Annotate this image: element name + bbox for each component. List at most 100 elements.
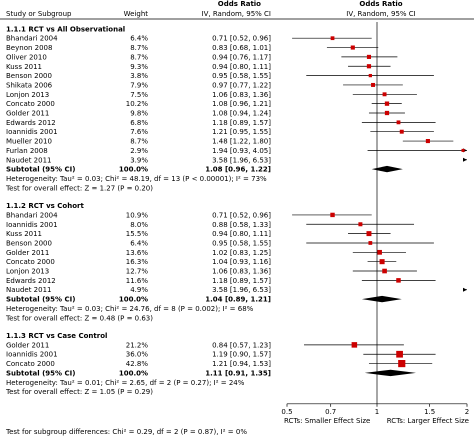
study-estimate: 0.95 [0.58, 1.55] [212, 239, 271, 247]
study-name: Golder 2011 [6, 341, 49, 349]
study-name: Bhandari 2004 [6, 211, 58, 219]
plot-column-title: Odds Ratio [359, 0, 402, 8]
study-estimate: 1.48 [1.22, 1.80] [212, 138, 271, 146]
study-name: Concato 2000 [6, 360, 55, 368]
study-estimate: 0.94 [0.80, 1.11] [212, 63, 271, 71]
estimate-column-title: Odds Ratio [218, 0, 261, 8]
study-name: Edwards 2012 [6, 119, 56, 127]
effect-marker [379, 259, 385, 265]
x-axis-tick-label: 0.5 [281, 408, 292, 416]
study-weight: 8.7% [130, 138, 148, 146]
study-weight: 11.6% [126, 277, 149, 285]
study-estimate: 0.95 [0.58, 1.55] [212, 72, 271, 80]
effect-marker [368, 241, 373, 245]
effect-marker [366, 54, 372, 59]
study-name: Edwards 2012 [6, 277, 56, 285]
study-weight: 36.0% [126, 351, 149, 359]
effect-marker [371, 82, 376, 87]
effect-marker [398, 359, 406, 368]
summary-diamond [371, 165, 403, 173]
study-estimate: 1.04 [0.93, 1.16] [212, 258, 271, 266]
subtotal-weight: 100.0% [119, 166, 148, 174]
study-estimate: 1.21 [0.94, 1.53] [212, 360, 271, 368]
x-axis-tick-label: 0.7 [325, 408, 336, 416]
study-estimate: 1.08 [0.94, 1.24] [212, 110, 271, 118]
subgroup-title: 1.1.3 RCT vs Case Control [6, 332, 107, 340]
effect-marker [366, 64, 372, 69]
study-name: Lonjon 2013 [6, 268, 49, 276]
study-estimate: 0.84 [0.57, 1.23] [212, 341, 271, 349]
study-name: Concato 2000 [6, 100, 55, 108]
ci-overflow-arrow [463, 287, 467, 292]
effect-marker [425, 138, 430, 144]
estimate-column-subtitle: IV, Random, 95% CI [202, 10, 271, 18]
study-weight: 10.9% [126, 211, 149, 219]
subgroup-differences-text: Test for subgroup differences: Chi² = 0.… [5, 428, 247, 436]
study-estimate: 1.19 [0.90, 1.57] [212, 351, 271, 359]
study-name: Mueller 2010 [6, 138, 52, 146]
study-weight: 8.7% [130, 53, 148, 61]
study-name: Lonjon 2013 [6, 91, 49, 99]
subtotal-estimate: 1.11 [0.91, 1.35] [205, 369, 271, 377]
plot-column-subtitle: IV, Random, 95% CI [346, 10, 415, 18]
study-weight: 13.6% [126, 249, 149, 257]
study-name: Kuss 2011 [6, 63, 42, 71]
study-weight: 6.4% [130, 35, 148, 43]
study-estimate: 1.18 [0.89, 1.57] [212, 277, 271, 285]
study-weight: 7.6% [130, 128, 148, 136]
study-weight: 42.8% [126, 360, 149, 368]
study-estimate: 3.58 [1.96, 6.53] [212, 156, 271, 164]
study-name: Naudet 2011 [6, 156, 52, 164]
x-axis-tick-label: 1.5 [424, 408, 435, 416]
heterogeneity-text: Heterogeneity: Tau² = 0.01; Chi² = 2.65,… [6, 379, 245, 387]
effect-marker [351, 342, 358, 348]
axis-left-label: RCTs: Smaller Effect Size [284, 417, 370, 425]
study-estimate: 0.71 [0.52, 0.96] [212, 211, 271, 219]
study-name: Golder 2011 [6, 249, 49, 257]
overall-effect-text: Test for overall effect: Z = 1.27 (P = 0… [5, 184, 153, 192]
study-weight: 9.8% [130, 110, 148, 118]
study-estimate: 0.97 [0.77, 1.22] [212, 81, 271, 89]
subtotal-estimate: 1.04 [0.89, 1.21] [205, 296, 271, 304]
study-weight: 15.5% [126, 230, 149, 238]
study-estimate: 0.94 [0.76, 1.17] [212, 53, 271, 61]
study-weight: 6.8% [130, 119, 148, 127]
study-estimate: 0.94 [0.80, 1.11] [212, 230, 271, 238]
study-name: Concato 2000 [6, 258, 55, 266]
study-estimate: 1.08 [0.96, 1.21] [212, 100, 271, 108]
x-axis-tick-label: 2 [465, 408, 469, 416]
study-name: Benson 2000 [6, 239, 52, 247]
effect-marker [384, 110, 390, 116]
study-column-header: Study or Subgroup [6, 10, 72, 18]
study-name: Beynon 2008 [6, 44, 52, 52]
study-weight: 12.7% [126, 268, 149, 276]
study-weight: 3.9% [130, 156, 148, 164]
heterogeneity-text: Heterogeneity: Tau² = 0.03; Chi² = 24.76… [6, 305, 254, 313]
study-name: Benson 2000 [6, 72, 52, 80]
study-weight: 3.8% [130, 72, 148, 80]
study-name: Naudet 2011 [6, 286, 52, 294]
study-estimate: 1.21 [0.95, 1.55] [212, 128, 271, 136]
summary-diamond [361, 295, 402, 303]
study-name: Bhandari 2004 [6, 35, 58, 43]
study-weight: 21.2% [126, 341, 149, 349]
heterogeneity-text: Heterogeneity: Tau² = 0.03; Chi² = 48.19… [6, 175, 267, 183]
study-weight: 2.9% [130, 147, 148, 155]
effect-marker [461, 148, 465, 152]
study-weight: 4.9% [130, 286, 148, 294]
subgroup-title: 1.1.2 RCT vs Cohort [6, 202, 84, 210]
study-estimate: 1.18 [0.89, 1.57] [212, 119, 271, 127]
study-name: Ioannidis 2001 [6, 351, 58, 359]
effect-marker [399, 129, 404, 134]
summary-diamond [364, 369, 416, 377]
study-estimate: 1.06 [0.83, 1.36] [212, 268, 271, 276]
study-name: Shikata 2006 [6, 81, 53, 89]
effect-marker [330, 36, 335, 41]
overall-effect-text: Test for overall effect: Z = 0.48 (P = 0… [5, 314, 153, 322]
effect-marker [358, 222, 363, 227]
study-weight: 6.4% [130, 239, 148, 247]
ci-overflow-arrow [463, 157, 467, 162]
effect-marker [382, 92, 387, 97]
x-axis-tick-label: 1 [375, 408, 379, 416]
subtotal-estimate: 1.08 [0.96, 1.22] [205, 166, 271, 174]
